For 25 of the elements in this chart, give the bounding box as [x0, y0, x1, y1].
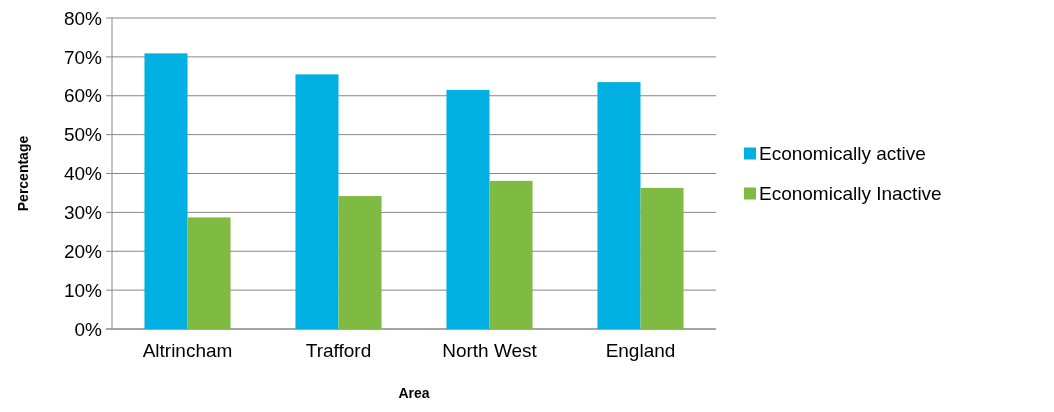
y-tick-label: 80% [63, 7, 103, 29]
y-tick-label: 40% [63, 163, 103, 185]
bar [144, 53, 188, 329]
y-tick-label: 0% [74, 318, 103, 340]
y-tick-label: 20% [63, 240, 103, 262]
x-tick-label: North West [442, 340, 538, 361]
x-tick-label: England [605, 340, 676, 361]
y-axis-title: Percentage [15, 135, 31, 212]
bar [338, 196, 382, 329]
x-axis-title: Area [398, 385, 430, 401]
legend-label: Economically active [759, 143, 926, 165]
bar [489, 180, 533, 329]
y-tick-label: 70% [63, 46, 103, 68]
x-tick-label: Trafford [305, 340, 372, 361]
bar [187, 217, 231, 329]
y-tick-label: 50% [63, 124, 103, 146]
y-tick-label: 10% [63, 279, 103, 301]
x-tick-label: Altrincham [142, 340, 233, 361]
bar [446, 89, 490, 329]
y-tick-label: 30% [63, 202, 103, 224]
y-tick-label: 60% [63, 85, 103, 107]
bar [597, 82, 641, 329]
legend-label: Economically Inactive [759, 183, 942, 205]
bar [295, 74, 339, 329]
bar [640, 187, 684, 329]
